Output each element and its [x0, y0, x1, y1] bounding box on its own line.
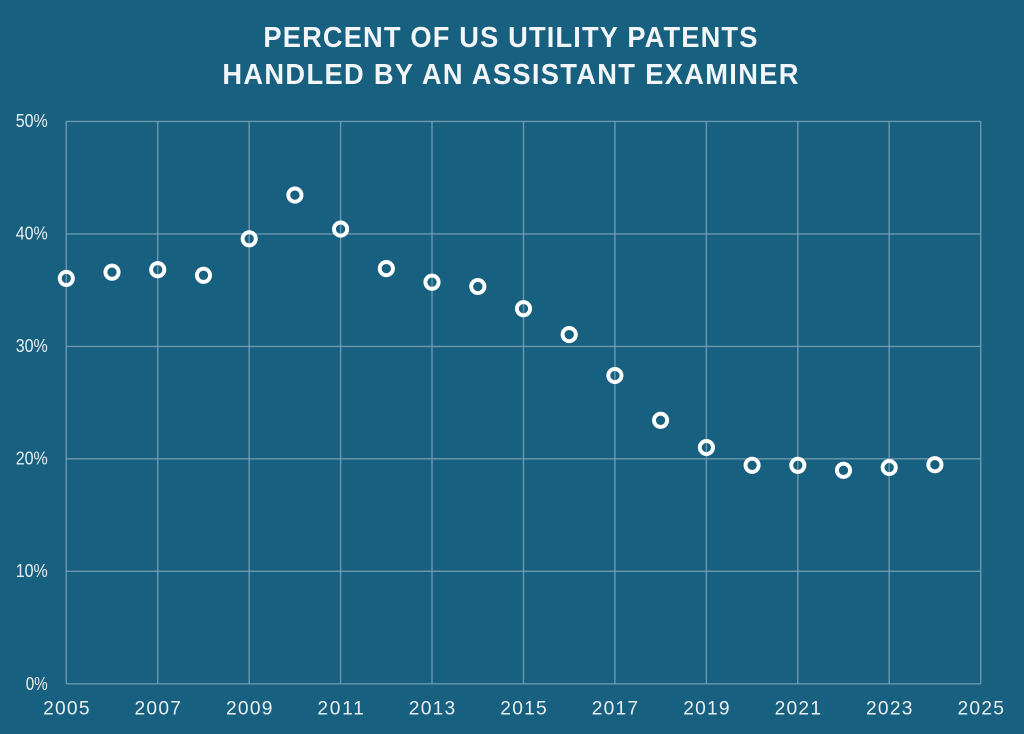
svg-text:PERCENT OF US UTILITY PATENTS: PERCENT OF US UTILITY PATENTS — [263, 21, 757, 53]
svg-text:2023: 2023 — [866, 699, 912, 720]
svg-text:2005: 2005 — [43, 699, 89, 720]
svg-text:2021: 2021 — [775, 699, 821, 720]
svg-text:2007: 2007 — [135, 699, 181, 720]
svg-text:2017: 2017 — [592, 699, 638, 720]
svg-text:2019: 2019 — [683, 699, 729, 720]
svg-text:10%: 10% — [16, 560, 48, 581]
svg-text:2015: 2015 — [500, 699, 546, 720]
svg-text:40%: 40% — [16, 223, 48, 244]
svg-text:0%: 0% — [26, 673, 48, 694]
svg-text:HANDLED BY AN ASSISTANT EXAMIN: HANDLED BY AN ASSISTANT EXAMINER — [222, 58, 798, 90]
svg-text:2025: 2025 — [958, 699, 1004, 720]
svg-text:30%: 30% — [16, 335, 48, 356]
svg-text:2009: 2009 — [226, 699, 272, 720]
svg-text:50%: 50% — [16, 110, 48, 131]
svg-text:2013: 2013 — [409, 699, 455, 720]
svg-text:20%: 20% — [16, 448, 48, 469]
